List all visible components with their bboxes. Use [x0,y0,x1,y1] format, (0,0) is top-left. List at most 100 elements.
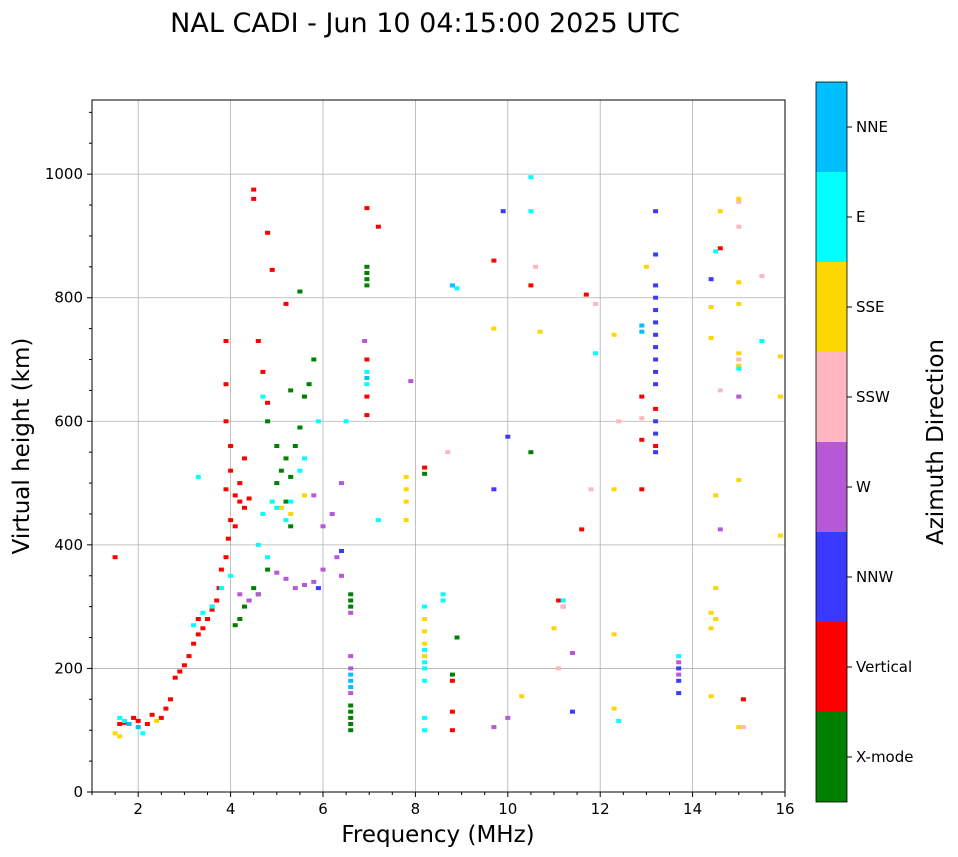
data-point-vertical [717,246,723,251]
data-point-vertical [528,283,534,288]
data-point-x-mode [297,289,303,294]
data-point-e [274,505,280,510]
data-point-nnw [491,487,497,492]
data-point-w [320,524,326,529]
y-tick-label: 200 [54,659,83,677]
data-point-sse [643,264,649,269]
colorbar-label-w: W [856,478,871,496]
data-point-vertical [583,292,589,297]
data-point-w [329,512,335,516]
data-point-sse [713,617,719,621]
data-point-sse [736,301,742,306]
data-point-vertical [214,598,220,603]
data-point-w [311,493,317,498]
data-point-x-mode [364,283,370,288]
data-point-sse [611,332,617,337]
x-tick-label: 16 [775,800,794,818]
data-point-sse [403,487,409,492]
data-point-nnw [653,209,659,214]
data-point-vertical [255,339,261,343]
data-point-e [117,715,123,720]
data-point-x-mode [348,703,354,708]
data-point-e [616,718,622,723]
data-point-w [255,592,261,597]
data-point-sse [713,586,719,591]
x-tick-label: 10 [498,800,517,818]
data-point-vertical [144,722,150,726]
data-point-sse [736,196,742,201]
colorbar-segment [816,262,847,352]
data-point-vertical [228,518,234,523]
data-point-sse [302,493,307,498]
data-point-nne [126,722,132,726]
data-point-nne [135,725,141,730]
x-tick-label: 6 [318,800,328,818]
data-point-nnw [653,369,659,374]
data-point-x-mode [242,604,247,609]
data-point-vertical [228,444,234,448]
data-point-e [209,604,215,609]
data-point-e [364,382,370,387]
data-point-x-mode [283,499,289,504]
data-point-x-mode [288,524,294,529]
data-point-w [274,570,280,575]
data-point-x-mode [265,419,271,424]
x-tick-label: 4 [226,800,236,818]
data-point-w [283,576,289,581]
data-point-w [408,379,414,384]
data-point-sse [154,718,160,723]
data-point-nnw [676,666,682,671]
data-point-sse [708,305,714,309]
data-point-w [339,481,344,486]
data-point-x-mode [278,468,284,473]
data-point-nnw [653,419,659,424]
data-point-sse [777,533,783,538]
data-point-w [348,654,354,659]
data-point-e [269,499,275,504]
x-axis-label: Frequency (MHz) [341,822,534,848]
data-point-vertical [639,394,645,399]
data-point-e [422,604,428,609]
data-point-x-mode [348,604,354,609]
data-point-vertical [112,555,118,560]
data-point-nnw [653,295,659,300]
data-point-x-mode [348,709,354,714]
data-point-nnw [505,434,511,439]
data-point-vertical [223,487,229,492]
data-point-w [237,592,243,597]
data-point-e [195,474,201,479]
data-point-vertical [364,413,370,418]
y-tick-label: 800 [54,289,83,307]
data-point-vertical [163,706,169,711]
data-point-e [218,586,224,591]
data-point-nnw [500,209,506,214]
data-point-e [440,598,446,603]
data-point-w [348,610,354,615]
data-point-x-mode [311,357,317,362]
data-point-sse [708,335,714,340]
data-point-vertical [209,607,215,612]
data-point-vertical [172,675,178,680]
data-point-w [302,583,307,587]
data-point-nne [639,329,645,334]
data-point-e [736,366,742,371]
data-point-e [422,647,428,652]
data-point-vertical [218,567,224,572]
data-point-vertical [225,536,231,541]
data-point-vertical [232,493,238,498]
data-point-vertical [653,406,659,411]
data-point-e [297,468,303,473]
data-point-vertical [168,697,173,702]
y-tick-label: 400 [54,536,83,554]
data-point-x-mode [348,715,354,720]
x-tick-label: 8 [411,800,421,818]
data-point-vertical [195,632,201,637]
data-point-vertical [639,487,645,492]
data-point-e [422,666,428,671]
data-point-vertical [181,663,187,668]
data-point-x-mode [348,592,354,597]
data-point-vertical [200,626,206,631]
data-point-nne [364,376,370,380]
data-point-e [140,731,146,736]
data-point-sse [537,329,543,334]
